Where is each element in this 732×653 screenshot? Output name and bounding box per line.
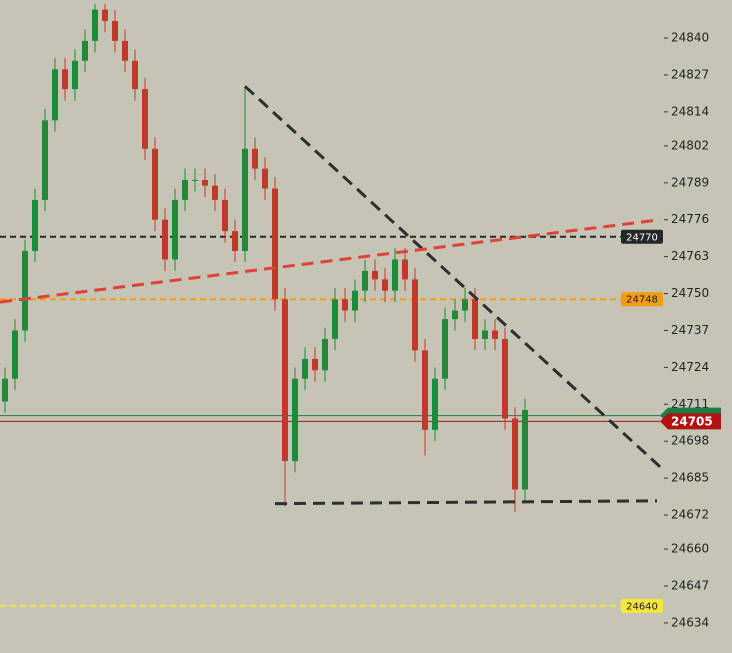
y-tick-label: 24685 bbox=[671, 471, 709, 485]
candle-body bbox=[332, 299, 338, 339]
candle-body bbox=[72, 60, 78, 90]
candle-body bbox=[202, 180, 208, 186]
candle-body bbox=[342, 299, 348, 311]
candle-body bbox=[402, 259, 408, 280]
candle-body bbox=[422, 350, 428, 430]
price-tag-label: 24705 bbox=[671, 414, 713, 428]
candle-body bbox=[62, 69, 68, 90]
candle-body bbox=[312, 358, 318, 371]
candle-body bbox=[42, 120, 48, 200]
level-tag-label: 24770 bbox=[626, 232, 658, 243]
candle-body bbox=[2, 378, 8, 402]
candle-body bbox=[432, 378, 438, 430]
y-tick-label: 24698 bbox=[671, 434, 709, 448]
candle-body bbox=[192, 180, 198, 182]
y-tick-label: 24660 bbox=[671, 542, 709, 556]
candle-body bbox=[22, 250, 28, 331]
candle-body bbox=[462, 299, 468, 311]
candle-body bbox=[482, 330, 488, 339]
candle-body bbox=[182, 180, 188, 200]
candle-body bbox=[492, 330, 498, 339]
candle-body bbox=[12, 330, 18, 379]
candle-body bbox=[372, 270, 378, 280]
candle-body bbox=[142, 89, 148, 149]
y-tick-label: 24672 bbox=[671, 508, 709, 522]
candle-body bbox=[322, 338, 328, 371]
candle-body bbox=[232, 231, 238, 251]
y-tick-label: 24750 bbox=[671, 286, 709, 300]
candle-body bbox=[392, 259, 398, 291]
candle-body bbox=[272, 188, 278, 300]
price-tag bbox=[660, 413, 721, 430]
candle-body bbox=[122, 40, 128, 61]
candle-body bbox=[152, 148, 158, 220]
y-tick-label: 24634 bbox=[671, 615, 709, 629]
level-tag bbox=[621, 229, 663, 244]
candle-body bbox=[222, 199, 228, 232]
candle-body bbox=[452, 310, 458, 320]
y-tick-label: 24814 bbox=[671, 104, 709, 118]
candle-body bbox=[412, 279, 418, 351]
candle-body bbox=[302, 358, 308, 379]
candle-body bbox=[442, 319, 448, 379]
candle-body bbox=[82, 40, 88, 61]
y-tick-label: 24711 bbox=[671, 397, 709, 411]
y-tick-label: 24776 bbox=[671, 212, 709, 226]
y-tick-label: 24737 bbox=[671, 323, 709, 337]
y-tick-label: 24789 bbox=[671, 175, 709, 189]
y-tick-label: 24724 bbox=[671, 360, 709, 374]
candle-body bbox=[292, 378, 298, 462]
candle-body bbox=[502, 338, 508, 419]
level-tag bbox=[621, 292, 663, 307]
candle-body bbox=[112, 21, 118, 41]
candle-body bbox=[32, 199, 38, 251]
level-tag-label: 24640 bbox=[626, 601, 658, 612]
candle-body bbox=[212, 185, 218, 200]
candle-body bbox=[102, 9, 108, 22]
candle-body bbox=[252, 148, 258, 169]
y-tick-label: 24802 bbox=[671, 138, 709, 152]
trend-line bbox=[274, 499, 658, 506]
candle-body bbox=[52, 69, 58, 121]
candle-body bbox=[262, 168, 268, 189]
y-tick-label: 24827 bbox=[671, 67, 709, 81]
level-tag bbox=[621, 598, 663, 613]
candle-body bbox=[172, 199, 178, 260]
y-tick-label: 24763 bbox=[671, 249, 709, 263]
candle-body bbox=[132, 60, 138, 90]
candle-body bbox=[162, 219, 168, 260]
candle-body bbox=[92, 9, 98, 41]
trend-line bbox=[0, 218, 661, 304]
y-tick-label: 24647 bbox=[671, 578, 709, 592]
candle-body bbox=[522, 409, 528, 490]
candle-body bbox=[472, 299, 478, 339]
trend-line bbox=[243, 85, 662, 468]
candle-body bbox=[512, 418, 518, 490]
y-tick-label: 24840 bbox=[671, 31, 709, 45]
candle-body bbox=[352, 290, 358, 311]
candle-body bbox=[382, 279, 388, 291]
level-tag-label: 24748 bbox=[626, 295, 658, 306]
candle-body bbox=[242, 148, 248, 251]
candle-body bbox=[362, 270, 368, 291]
candle-body bbox=[282, 299, 288, 462]
